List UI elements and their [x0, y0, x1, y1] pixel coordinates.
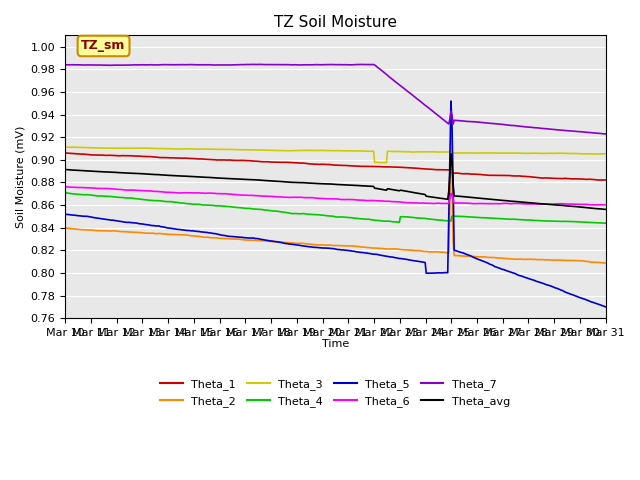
Theta_6: [69, 184, 77, 190]
Theta_5: [69, 212, 77, 218]
Theta_4: [376, 218, 384, 224]
Theta_7: [318, 62, 326, 68]
Theta_1: [598, 177, 606, 183]
Theta_3: [383, 160, 390, 166]
Theta_1: [69, 151, 77, 156]
Theta_avg: [516, 199, 524, 205]
Theta_4: [317, 212, 324, 218]
Theta_avg: [447, 151, 455, 156]
Theta_4: [263, 207, 271, 213]
Theta_7: [61, 62, 69, 68]
Theta_7: [506, 122, 514, 128]
Theta_6: [317, 195, 324, 201]
Line: Theta_avg: Theta_avg: [65, 154, 605, 209]
Theta_3: [602, 151, 609, 156]
Theta_5: [263, 238, 271, 243]
Theta_2: [516, 256, 524, 262]
Line: Theta_1: Theta_1: [65, 153, 605, 180]
Theta_4: [505, 216, 513, 222]
Theta_avg: [317, 181, 324, 187]
Theta_6: [263, 193, 271, 199]
Theta_1: [376, 164, 384, 169]
Theta_avg: [61, 167, 69, 172]
Theta_avg: [263, 178, 271, 183]
Theta_3: [66, 144, 74, 150]
Theta_4: [69, 191, 77, 197]
Theta_5: [447, 98, 455, 104]
Theta_3: [264, 147, 272, 153]
X-axis label: Time: Time: [322, 339, 349, 349]
Theta_5: [506, 269, 514, 275]
Theta_2: [506, 256, 514, 262]
Theta_5: [602, 304, 609, 310]
Theta_7: [256, 61, 264, 67]
Theta_4: [515, 216, 522, 222]
Theta_7: [264, 62, 272, 68]
Line: Theta_5: Theta_5: [65, 101, 605, 307]
Theta_3: [508, 150, 515, 156]
Theta_avg: [602, 206, 609, 212]
Theta_2: [263, 238, 271, 244]
Theta_6: [376, 198, 384, 204]
Theta_6: [602, 202, 609, 208]
Theta_7: [377, 67, 385, 73]
Theta_6: [515, 201, 522, 206]
Theta_2: [376, 245, 384, 251]
Theta_2: [602, 260, 609, 266]
Line: Theta_7: Theta_7: [65, 64, 605, 134]
Theta_6: [505, 201, 513, 206]
Theta_avg: [376, 186, 384, 192]
Theta_7: [516, 123, 524, 129]
Line: Theta_3: Theta_3: [65, 147, 605, 163]
Theta_3: [61, 144, 69, 150]
Theta_1: [317, 161, 324, 167]
Theta_5: [376, 252, 384, 258]
Theta_3: [70, 144, 77, 150]
Theta_3: [377, 159, 385, 165]
Theta_4: [602, 220, 609, 226]
Theta_1: [515, 173, 522, 179]
Theta_4: [61, 190, 69, 196]
Theta_2: [69, 226, 77, 232]
Theta_7: [69, 62, 77, 68]
Theta_5: [516, 273, 524, 278]
Y-axis label: Soil Moisture (mV): Soil Moisture (mV): [15, 126, 25, 228]
Theta_1: [602, 177, 609, 183]
Theta_1: [263, 159, 271, 165]
Theta_6: [592, 202, 600, 208]
Theta_avg: [506, 198, 514, 204]
Line: Theta_4: Theta_4: [65, 193, 605, 223]
Line: Theta_6: Theta_6: [65, 187, 605, 205]
Theta_3: [517, 150, 525, 156]
Theta_5: [317, 245, 324, 251]
Theta_7: [602, 131, 609, 137]
Theta_1: [505, 173, 513, 179]
Title: TZ Soil Moisture: TZ Soil Moisture: [274, 15, 397, 30]
Text: TZ_sm: TZ_sm: [81, 39, 125, 52]
Theta_avg: [69, 167, 77, 173]
Legend: Theta_1, Theta_2, Theta_3, Theta_4, Theta_5, Theta_6, Theta_7, Theta_avg: Theta_1, Theta_2, Theta_3, Theta_4, Thet…: [156, 375, 515, 411]
Theta_2: [61, 225, 69, 231]
Theta_6: [61, 184, 69, 190]
Theta_2: [447, 125, 455, 131]
Theta_1: [61, 150, 69, 156]
Line: Theta_2: Theta_2: [65, 128, 605, 263]
Theta_3: [318, 147, 326, 153]
Theta_5: [61, 211, 69, 217]
Theta_2: [317, 242, 324, 248]
